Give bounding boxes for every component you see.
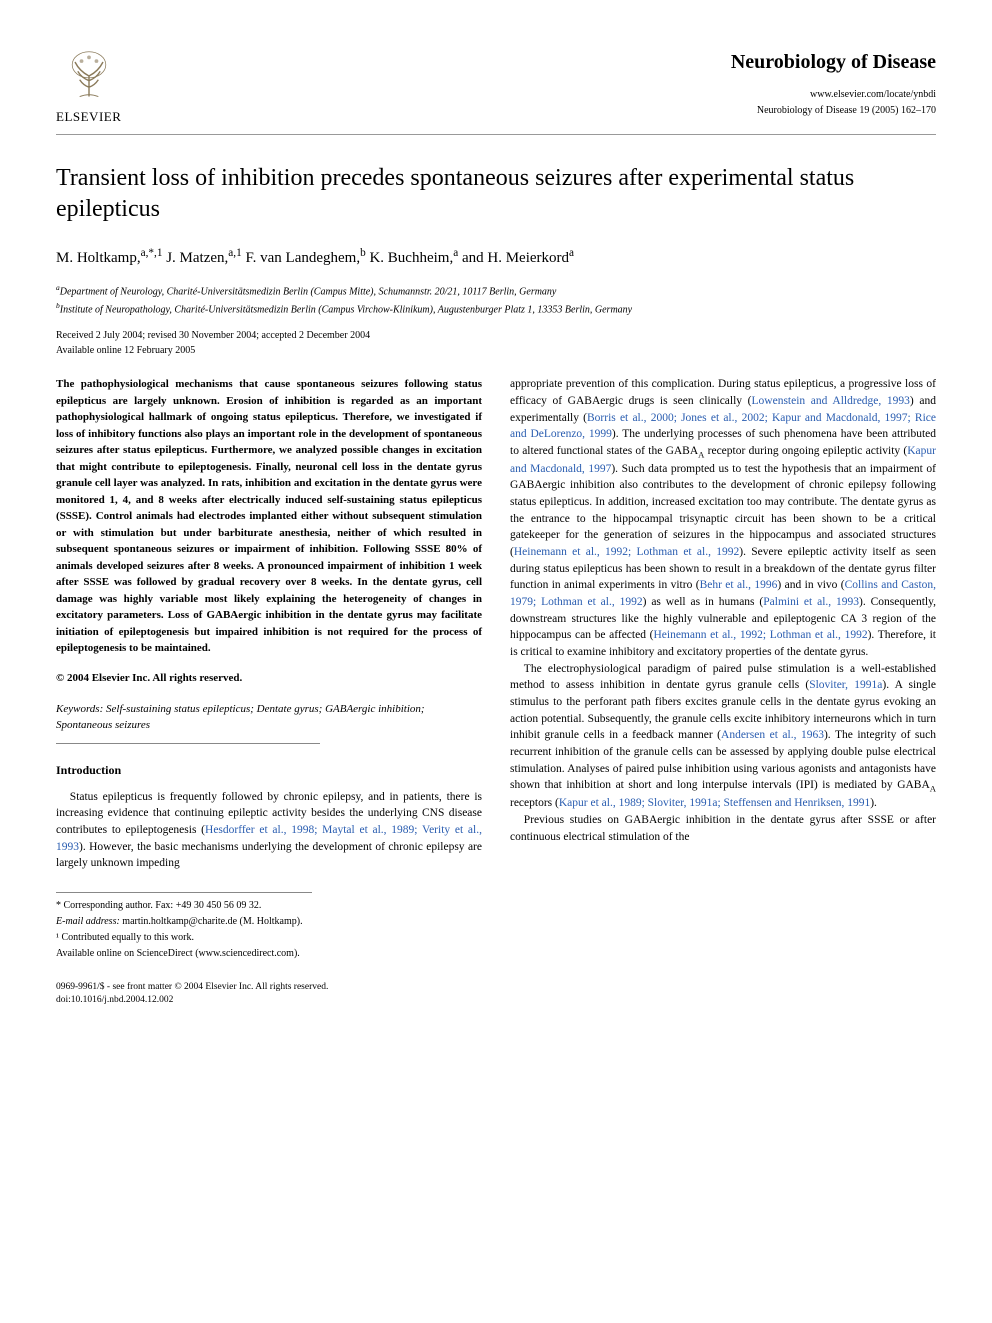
citation-link[interactable]: Lowenstein and Alldredge, 1993 <box>752 395 910 407</box>
article-dates: Received 2 July 2004; revised 30 Novembe… <box>56 329 936 358</box>
email-line: E-mail address: martin.holtkamp@charite.… <box>56 915 312 929</box>
article-title: Transient loss of inhibition precedes sp… <box>56 163 936 225</box>
affiliation-line: aDepartment of Neurology, Charité-Univer… <box>56 283 936 299</box>
email-address: martin.holtkamp@charite.de (M. Holtkamp)… <box>122 916 302 927</box>
citation-link[interactable]: Borris et al., 2000; Jones et al., 2002;… <box>510 412 936 441</box>
intro-text-fragment: ). However, the basic mechanisms underly… <box>56 841 482 870</box>
citation-link[interactable]: Palmini et al., 1993 <box>763 596 859 608</box>
journal-url: www.elsevier.com/locate/ynbdi <box>731 88 936 102</box>
journal-block: Neurobiology of Disease www.elsevier.com… <box>731 48 936 118</box>
corresponding-author: * Corresponding author. Fax: +49 30 450 … <box>56 899 312 913</box>
subscript: A <box>930 784 936 794</box>
footer-line-2: doi:10.1016/j.nbd.2004.12.002 <box>56 994 936 1007</box>
col2-para-3: Previous studies on GABAergic inhibition… <box>510 812 936 845</box>
col2-para-2: The electrophysiological paradigm of pai… <box>510 661 936 812</box>
citation-link[interactable]: Andersen et al., 1963 <box>721 729 824 741</box>
right-column: appropriate prevention of this complicat… <box>510 376 936 963</box>
publisher-block: ELSEVIER <box>56 48 121 126</box>
page-header: ELSEVIER Neurobiology of Disease www.els… <box>56 48 936 135</box>
keywords-label: Keywords: <box>56 703 103 715</box>
citation-link[interactable]: Sloviter, 1991a <box>809 679 882 691</box>
keywords-divider <box>56 743 320 744</box>
left-column: The pathophysiological mechanisms that c… <box>56 376 482 963</box>
abstract-text: The pathophysiological mechanisms that c… <box>56 376 482 657</box>
abstract-copyright: © 2004 Elsevier Inc. All rights reserved… <box>56 671 482 686</box>
right-col-body: appropriate prevention of this complicat… <box>510 376 936 845</box>
intro-para-1: Status epilepticus is frequently followe… <box>56 789 482 872</box>
footnotes-block: * Corresponding author. Fax: +49 30 450 … <box>56 892 312 961</box>
authors-line: M. Holtkamp,a,*,1 J. Matzen,a,1 F. van L… <box>56 246 936 269</box>
citation-link[interactable]: Heinemann et al., 1992; Lothman et al., … <box>653 629 867 641</box>
sciencedirect-note: Available online on ScienceDirect (www.s… <box>56 947 312 961</box>
intro-body: Status epilepticus is frequently followe… <box>56 789 482 872</box>
publisher-name: ELSEVIER <box>56 108 121 126</box>
journal-citation: Neurobiology of Disease 19 (2005) 162–17… <box>731 104 936 118</box>
citation-link[interactable]: Kapur et al., 1989; Sloviter, 1991a; Ste… <box>559 797 870 809</box>
elsevier-tree-icon <box>61 48 117 104</box>
journal-title: Neurobiology of Disease <box>731 48 936 76</box>
col2-para-1: appropriate prevention of this complicat… <box>510 376 936 661</box>
affiliation-line: bInstitute of Neuropathology, Charité-Un… <box>56 301 936 317</box>
citation-link[interactable]: Behr et al., 1996 <box>700 579 778 591</box>
citation-link[interactable]: Heinemann et al., 1992; Lothman et al., … <box>514 546 739 558</box>
citation-link[interactable]: Kapur and Macdonald, 1997 <box>510 445 936 475</box>
subscript: A <box>698 449 704 459</box>
introduction-heading: Introduction <box>56 762 482 779</box>
affiliations: aDepartment of Neurology, Charité-Univer… <box>56 283 936 318</box>
received-date: Received 2 July 2004; revised 30 Novembe… <box>56 329 936 343</box>
keywords-block: Keywords: Self-sustaining status epilept… <box>56 702 482 733</box>
keywords-text: Self-sustaining status epilepticus; Dent… <box>56 703 425 730</box>
available-date: Available online 12 February 2005 <box>56 344 936 358</box>
contribution-note: ¹ Contributed equally to this work. <box>56 931 312 945</box>
page-footer: 0969-9961/$ - see front matter © 2004 El… <box>56 981 936 1008</box>
two-column-body: The pathophysiological mechanisms that c… <box>56 376 936 963</box>
footer-line-1: 0969-9961/$ - see front matter © 2004 El… <box>56 981 936 994</box>
email-label: E-mail address: <box>56 916 120 927</box>
